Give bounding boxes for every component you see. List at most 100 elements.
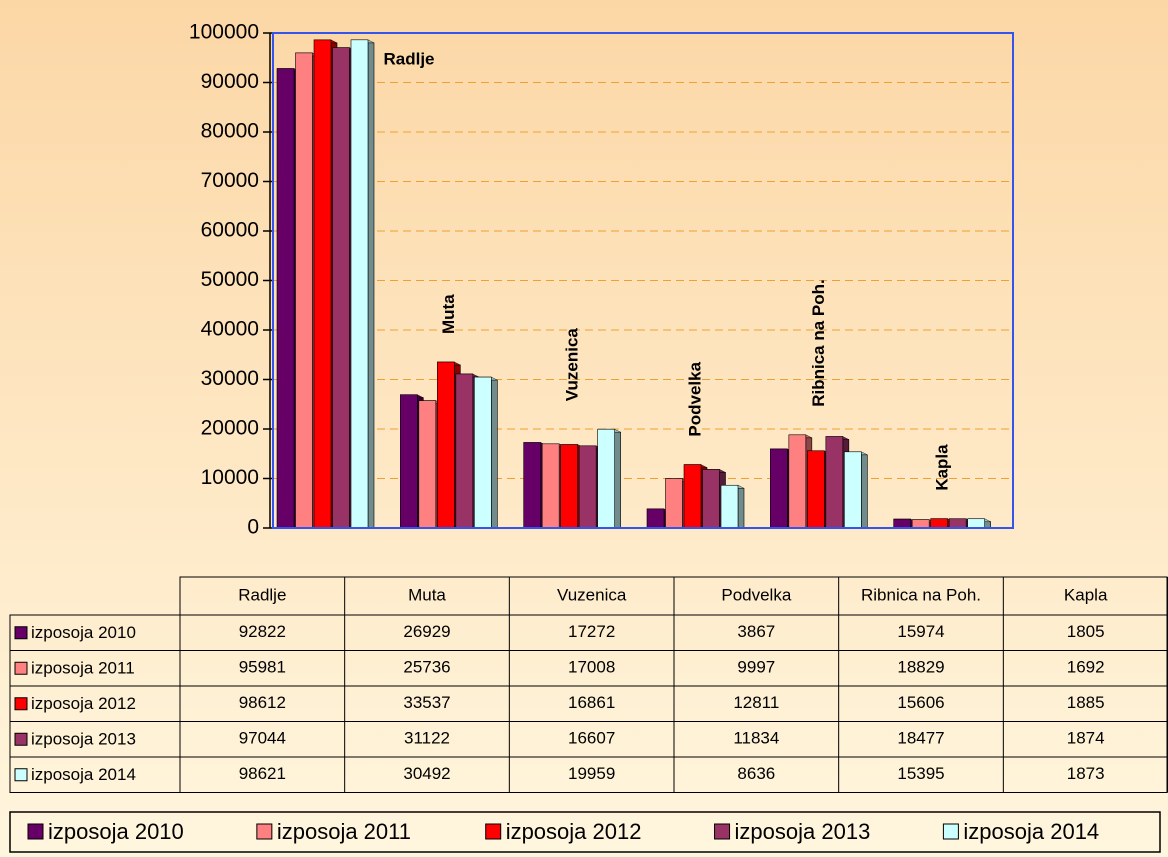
y-tick-label: 20000 — [201, 417, 259, 440]
y-tick-label: 100000 — [189, 21, 259, 44]
table-header: Vuzenica — [557, 585, 627, 604]
table-cell: 11834 — [733, 729, 779, 748]
y-tick-label: 40000 — [201, 318, 259, 341]
table-cell: 1885 — [1067, 693, 1105, 712]
table-cell: 18477 — [897, 729, 944, 748]
bar — [418, 400, 437, 529]
bar — [948, 518, 967, 529]
table-header: Kapla — [1064, 585, 1108, 604]
bar — [276, 68, 295, 529]
y-tick-label: 50000 — [201, 268, 259, 291]
table-header: Radlje — [238, 585, 286, 604]
legend-label: izposoja 2013 — [735, 819, 871, 844]
bar-side — [614, 431, 621, 529]
category-label: Kapla — [932, 444, 951, 491]
bar — [523, 442, 541, 529]
y-tick-label: 10000 — [201, 466, 259, 489]
bar — [911, 519, 930, 529]
bar — [702, 469, 720, 529]
legend-label: izposoja 2010 — [48, 819, 184, 844]
table-cell: 3867 — [737, 622, 775, 641]
bar — [350, 39, 369, 529]
legend-label: izposoja 2011 — [277, 819, 411, 844]
table-header: Muta — [408, 585, 446, 604]
y-tick-label: 70000 — [201, 169, 259, 192]
plot-border — [272, 32, 1014, 529]
bar — [560, 444, 578, 529]
category-label: Vuzenica — [562, 328, 581, 402]
table-row-label: izposoja 2012 — [31, 694, 136, 713]
legend-swatch — [256, 823, 273, 840]
bar — [295, 52, 313, 529]
table-cell: 16607 — [568, 729, 615, 748]
table-header: Podvelka — [721, 585, 791, 604]
table-cell: 33537 — [403, 693, 450, 712]
table-cell: 15974 — [897, 622, 944, 641]
y-tick-label: 90000 — [201, 70, 259, 93]
legend-swatch — [485, 823, 502, 840]
table-cell: 1873 — [1067, 764, 1105, 783]
bar — [825, 436, 844, 529]
legend-label: izposoja 2012 — [506, 819, 642, 844]
y-tick-label: 0 — [247, 516, 259, 539]
table-cell: 19959 — [568, 764, 615, 783]
bar-side — [491, 379, 498, 529]
table-cell: 92822 — [239, 622, 286, 641]
bar-side — [737, 487, 745, 529]
table-cell: 9997 — [737, 658, 775, 677]
category-label: Podvelka — [686, 361, 705, 436]
legend-label: izposoja 2014 — [963, 819, 1099, 844]
category-label: Radlje — [384, 49, 435, 68]
table-cell: 25736 — [403, 658, 450, 677]
table-row-label: izposoja 2014 — [31, 765, 136, 784]
table-cell: 16861 — [568, 693, 615, 712]
table-cell: 18829 — [897, 658, 944, 677]
bar — [541, 443, 560, 529]
bar — [720, 484, 739, 529]
table-cell: 1692 — [1067, 658, 1105, 677]
y-tick-label: 30000 — [201, 367, 259, 390]
y-tick-label: 80000 — [201, 120, 259, 143]
table-header: Ribnica na Poh. — [861, 585, 981, 604]
bar — [474, 376, 492, 529]
legend-swatch — [714, 823, 731, 840]
category-label: Ribnica na Poh. — [809, 279, 828, 407]
bar — [437, 361, 455, 529]
y-tick-label: 60000 — [201, 219, 259, 242]
category-label: Muta — [439, 294, 458, 334]
table-cell: 30492 — [403, 764, 450, 783]
bar — [455, 373, 474, 529]
bar — [400, 394, 418, 529]
bar — [967, 518, 985, 529]
bar-side — [367, 42, 375, 529]
table-cell: 95981 — [239, 658, 286, 677]
table-row-label: izposoja 2011 — [31, 659, 135, 678]
bar — [332, 47, 350, 529]
table-cell: 26929 — [403, 622, 450, 641]
table-row-label: izposoja 2010 — [31, 623, 136, 642]
table-swatch — [14, 626, 28, 640]
legend-swatch — [942, 823, 959, 840]
bar-side — [861, 454, 868, 529]
bar — [313, 39, 332, 529]
table-cell: 1805 — [1067, 622, 1105, 641]
table-row-label: izposoja 2013 — [31, 730, 136, 749]
bar — [788, 434, 807, 529]
table-cell: 1874 — [1067, 729, 1105, 748]
bar — [665, 478, 683, 529]
table-cell: 15606 — [897, 693, 944, 712]
bar — [770, 448, 788, 529]
table-cell: 17008 — [568, 658, 615, 677]
bar — [893, 518, 911, 529]
legend-swatch — [27, 823, 44, 840]
bar — [807, 450, 825, 529]
legend-box — [9, 811, 1161, 853]
bar — [844, 451, 862, 529]
table-swatch — [14, 697, 28, 711]
bar — [683, 464, 702, 529]
table-cell: 12811 — [733, 693, 779, 712]
table-cell: 98621 — [239, 764, 286, 783]
bar — [597, 428, 615, 529]
